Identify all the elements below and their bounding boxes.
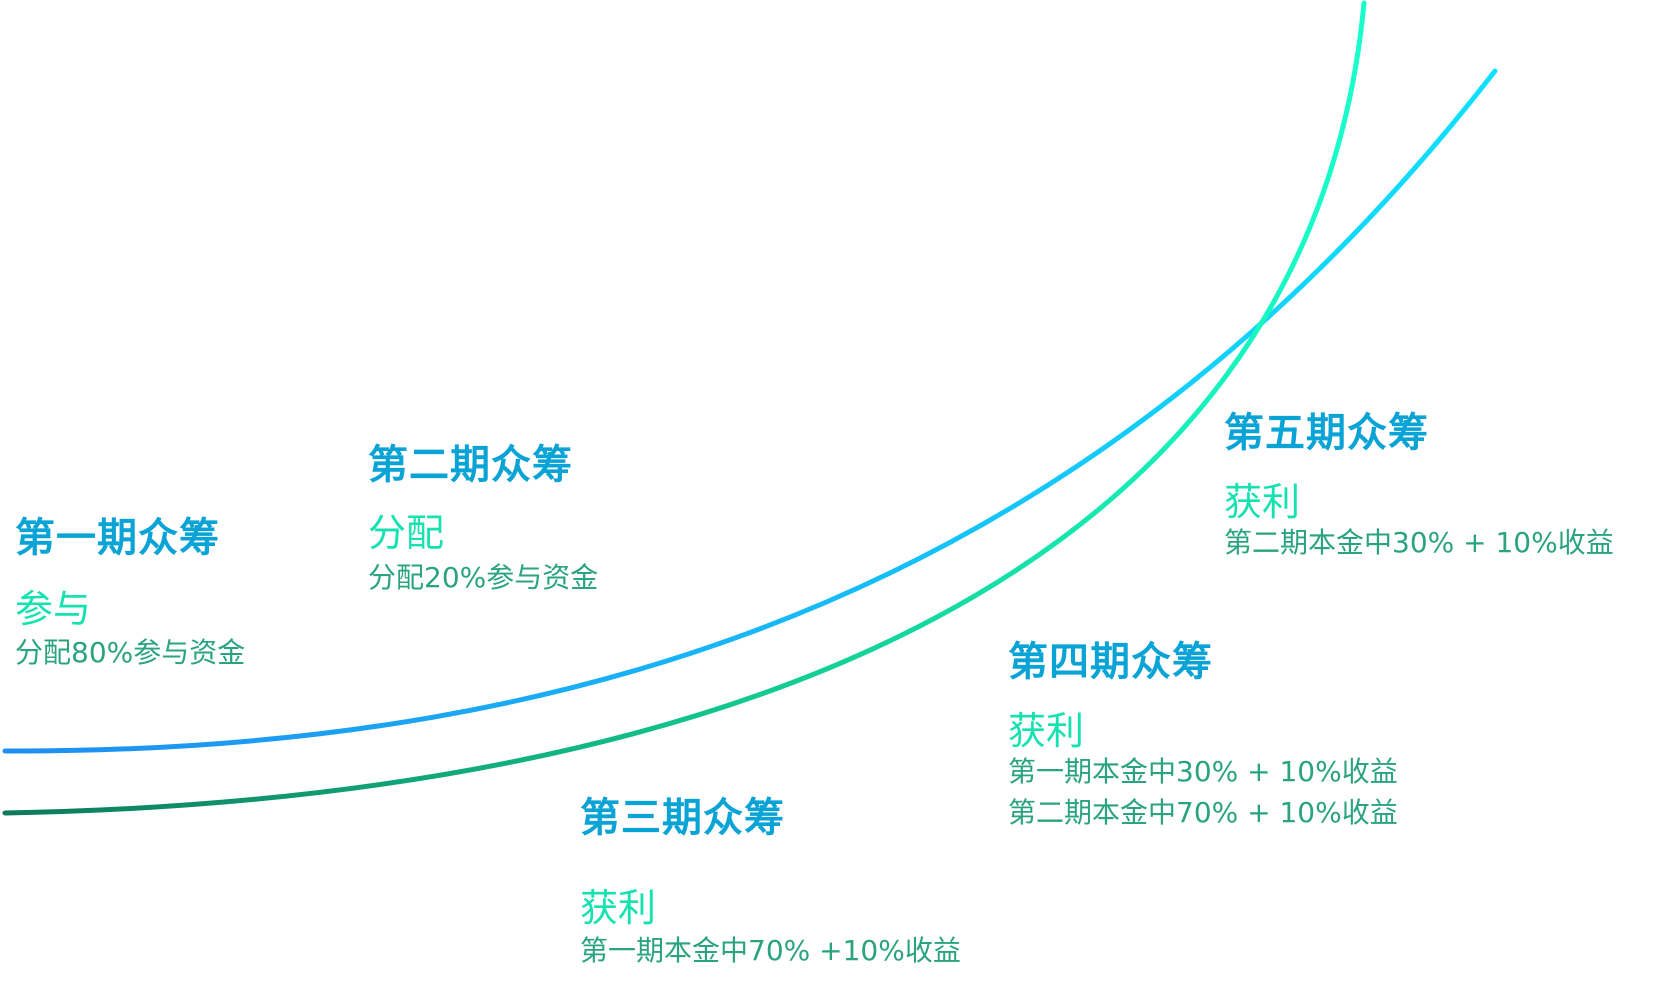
- phase-5: 第五期众筹 获利 第二期本金中30% + 10%收益: [1224, 413, 1614, 562]
- phase-4-action: 获利: [1008, 709, 1085, 753]
- phase-5-action: 获利: [1224, 480, 1301, 524]
- phase-2-action: 分配: [368, 511, 445, 555]
- curve-blue: [2, 68, 1498, 754]
- phase-3-action: 获利: [580, 886, 657, 930]
- phase-1-title: 第一期众筹: [15, 515, 220, 561]
- phase-4-title: 第四期众筹: [1008, 639, 1213, 685]
- phase-2: 第二期众筹 分配 分配20%参与资金: [368, 445, 598, 597]
- phase-3-title: 第三期众筹: [580, 795, 785, 841]
- phase-4-detail-1: 第一期本金中30% + 10%收益: [1008, 755, 1398, 788]
- phase-3-detail: 第一期本金中70% +10%收益: [580, 934, 961, 967]
- phase-1-action: 参与: [15, 587, 92, 631]
- phase-2-detail: 分配20%参与资金: [368, 561, 599, 594]
- phase-2-title: 第二期众筹: [368, 442, 573, 488]
- curve-green: [2, 0, 1367, 816]
- phase-3: 第三期众筹 获利 第一期本金中70% +10%收益: [580, 798, 961, 970]
- phase-4: 第四期众筹 获利 第一期本金中30% + 10%收益 第二期本金中70% + 1…: [1008, 642, 1398, 832]
- phase-1: 第一期众筹 参与 分配80%参与资金: [15, 518, 245, 672]
- phase-5-detail: 第二期本金中30% + 10%收益: [1224, 526, 1614, 559]
- phase-1-detail: 分配80%参与资金: [15, 636, 246, 669]
- phase-4-detail-2: 第二期本金中70% + 10%收益: [1008, 795, 1398, 829]
- phase-5-title: 第五期众筹: [1224, 410, 1429, 456]
